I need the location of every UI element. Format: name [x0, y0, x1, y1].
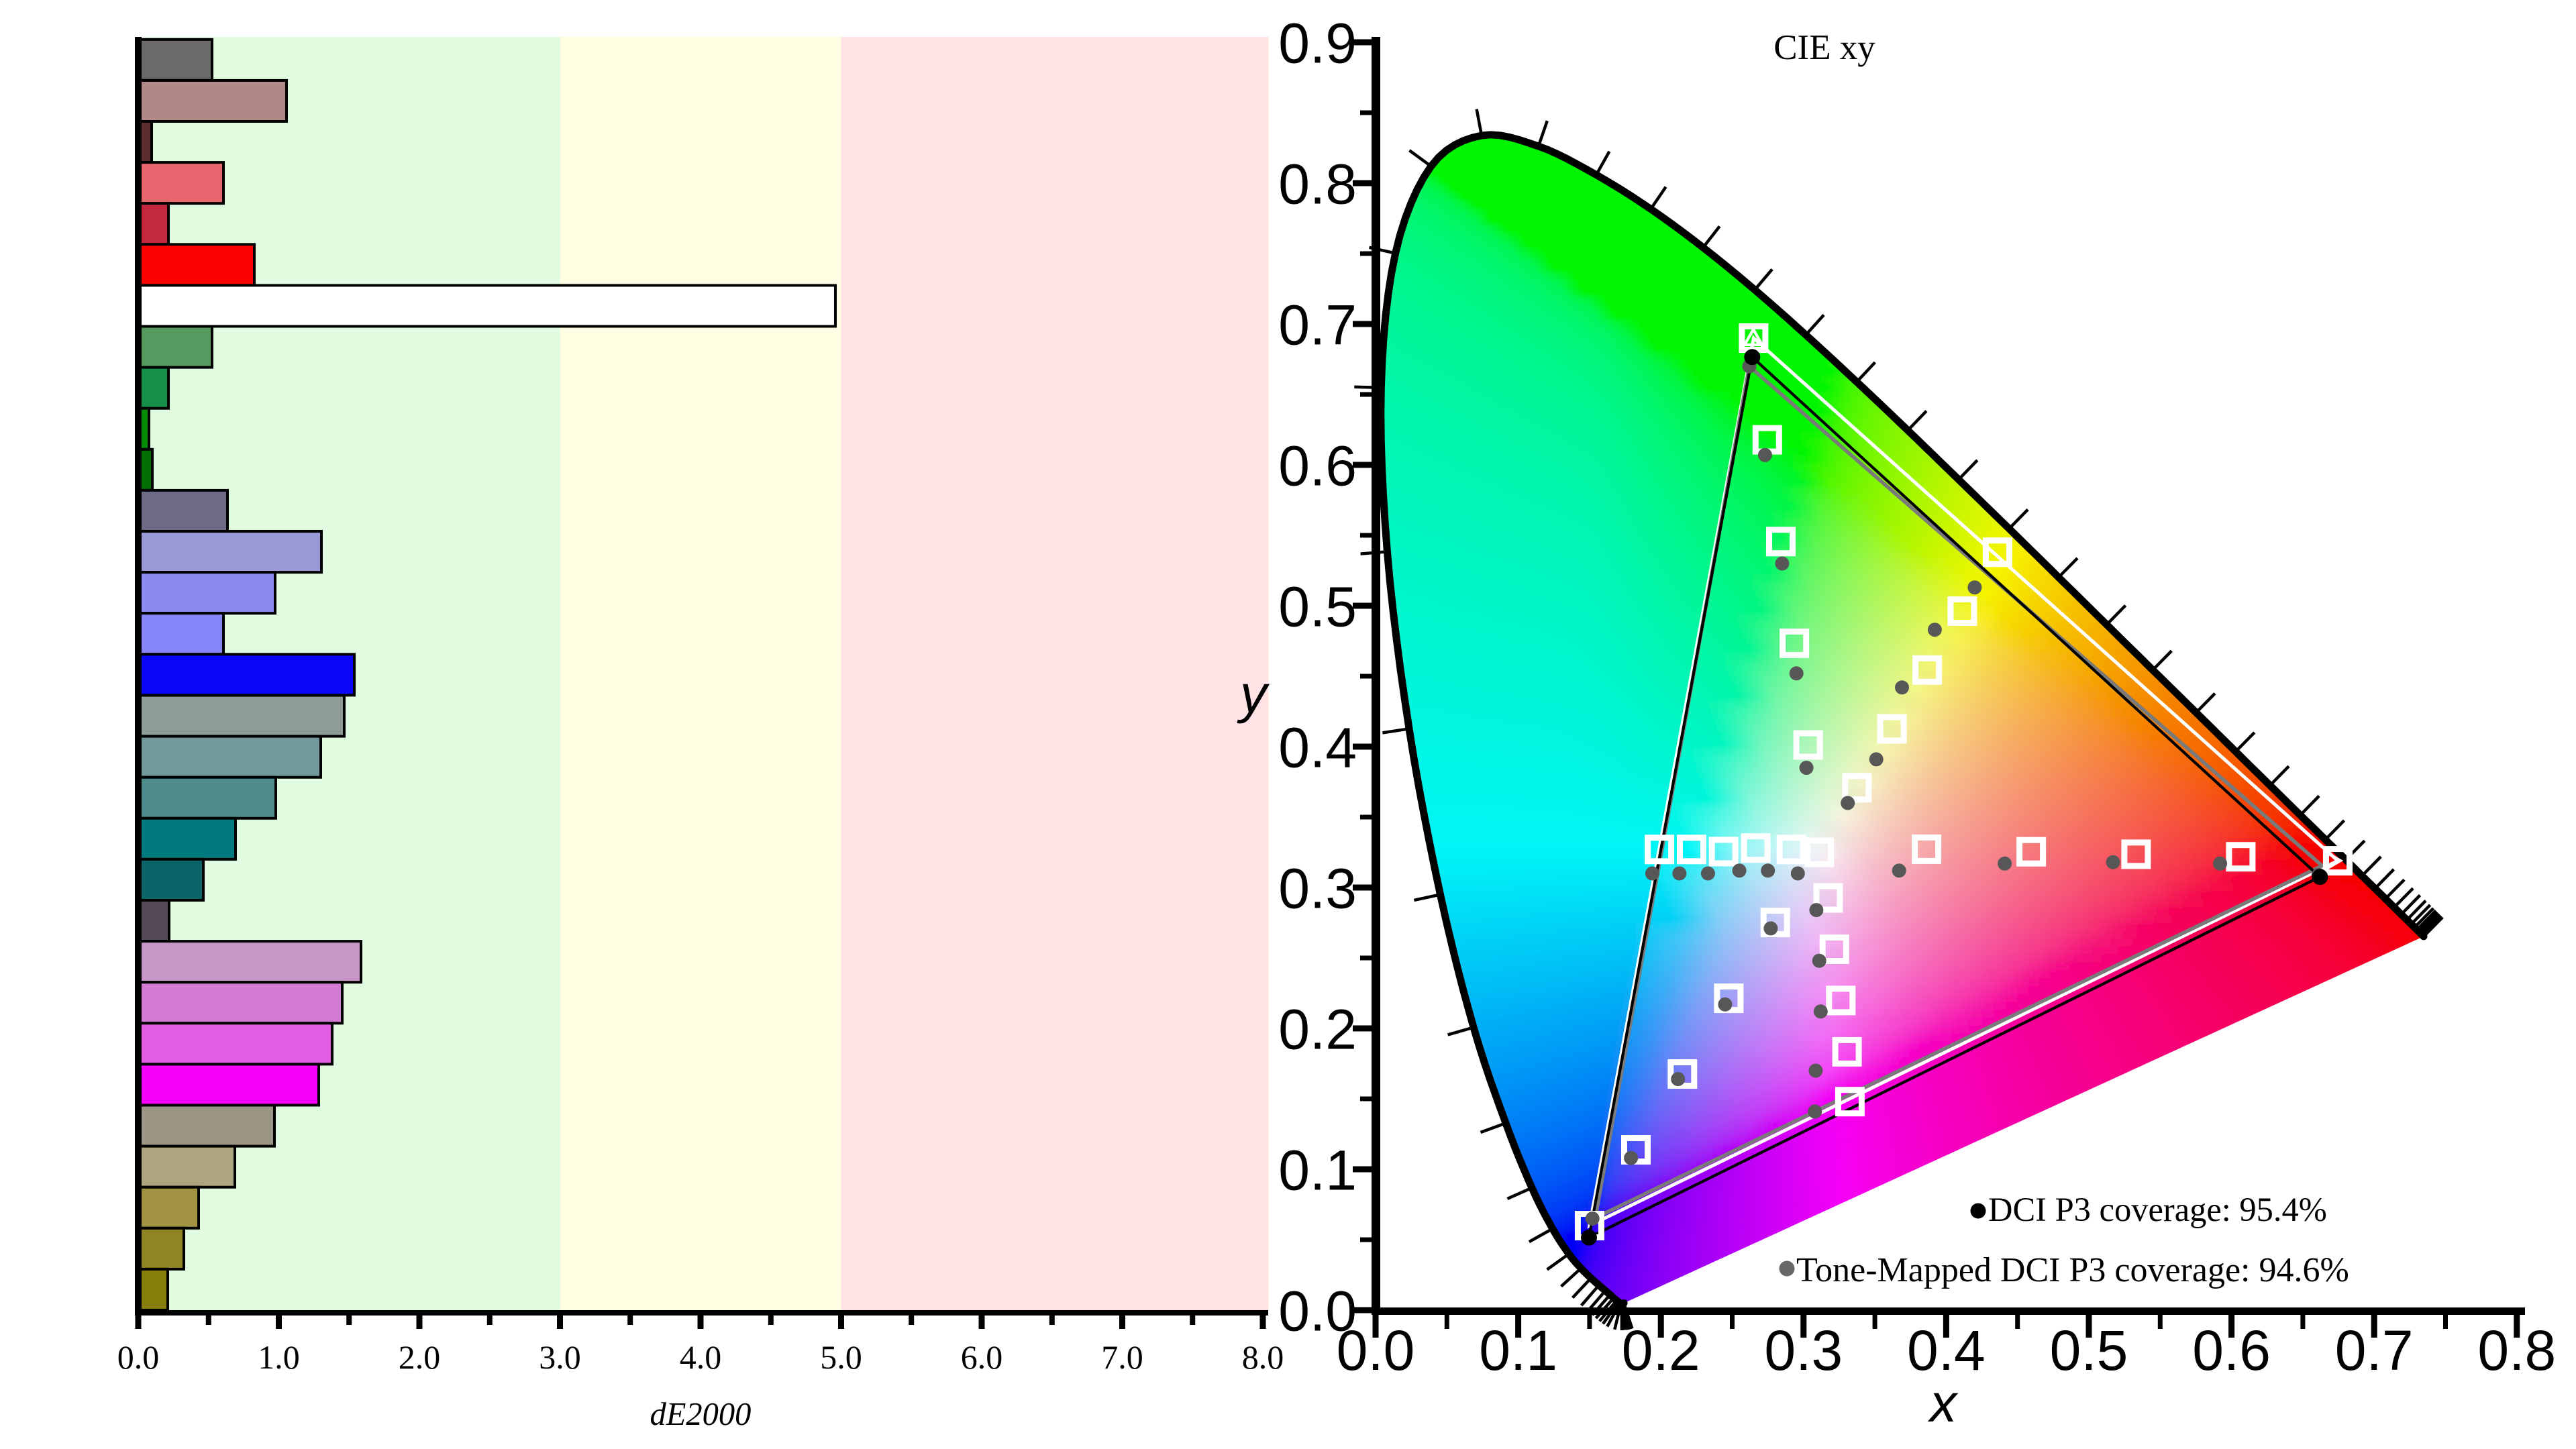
svg-text:6.0: 6.0	[961, 1338, 1003, 1376]
svg-text:0.5: 0.5	[1278, 576, 1357, 639]
svg-text:0.4: 0.4	[1278, 716, 1357, 780]
svg-text:0.7: 0.7	[1278, 294, 1357, 357]
svg-text:0.3: 0.3	[1764, 1319, 1843, 1382]
svg-text:0.1: 0.1	[1278, 1139, 1357, 1202]
svg-text:8.0: 8.0	[1242, 1338, 1284, 1376]
svg-text:0.0: 0.0	[1337, 1319, 1415, 1382]
svg-text:0.5: 0.5	[2050, 1319, 2128, 1382]
svg-text:4.0: 4.0	[680, 1338, 722, 1376]
svg-text:dE2000: dE2000	[650, 1397, 752, 1432]
svg-text:0.1: 0.1	[1479, 1319, 1557, 1382]
svg-text:2.0: 2.0	[399, 1338, 441, 1376]
svg-text:0.3: 0.3	[1278, 857, 1357, 920]
svg-text:0.8: 0.8	[1278, 153, 1357, 216]
svg-text:0.4: 0.4	[1907, 1319, 1986, 1382]
svg-text:0.7: 0.7	[2335, 1319, 2414, 1382]
svg-text:0.6: 0.6	[2192, 1319, 2271, 1382]
svg-text:3.0: 3.0	[539, 1338, 581, 1376]
svg-text:0.2: 0.2	[1278, 998, 1357, 1061]
svg-text:0.0: 0.0	[117, 1338, 160, 1376]
svg-text:0.2: 0.2	[1622, 1319, 1700, 1382]
svg-text:0.0: 0.0	[1278, 1280, 1357, 1343]
svg-text:DCI P3 coverage: 95.4%: DCI P3 coverage: 95.4%	[1988, 1191, 2327, 1228]
svg-text:0.8: 0.8	[2477, 1319, 2556, 1382]
svg-text:7.0: 7.0	[1101, 1338, 1143, 1376]
svg-text:1.0: 1.0	[258, 1338, 300, 1376]
svg-text:CIE xy: CIE xy	[1773, 28, 1875, 67]
svg-text:Tone-Mapped DCI P3 coverage: 9: Tone-Mapped DCI P3 coverage: 94.6%	[1796, 1251, 2349, 1289]
svg-text:x: x	[1927, 1373, 1959, 1433]
svg-text:y: y	[1237, 664, 1270, 724]
svg-text:0.6: 0.6	[1278, 435, 1357, 498]
svg-text:5.0: 5.0	[820, 1338, 862, 1376]
svg-text:0.9: 0.9	[1278, 12, 1357, 75]
